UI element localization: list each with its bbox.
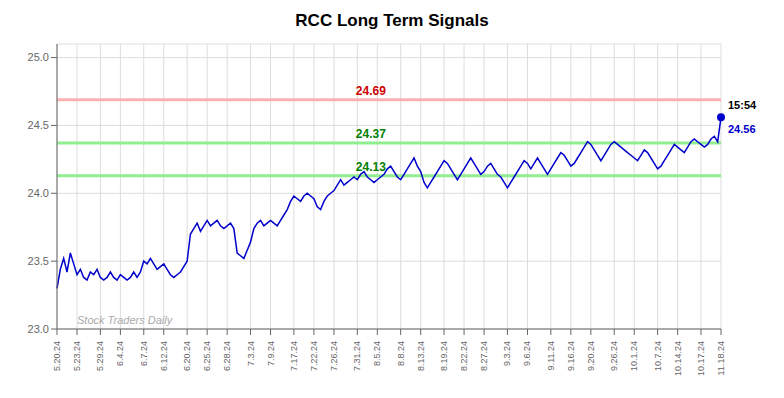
svg-text:15:54: 15:54	[728, 99, 757, 111]
svg-text:11.18.24: 11.18.24	[716, 341, 726, 375]
svg-text:8.27.24: 8.27.24	[479, 341, 489, 371]
svg-text:25.0: 25.0	[28, 51, 49, 63]
svg-text:6.25.24: 6.25.24	[202, 341, 212, 371]
svg-text:7.31.24: 7.31.24	[352, 341, 362, 371]
svg-text:24.37: 24.37	[356, 127, 386, 141]
svg-text:24.13: 24.13	[356, 160, 386, 174]
svg-text:23.0: 23.0	[28, 323, 49, 335]
html-text:RCC Long Term Signals: RCC Long Term Signals	[295, 11, 489, 30]
svg-text:24.5: 24.5	[28, 119, 49, 131]
svg-text:7.9.24: 7.9.24	[266, 341, 276, 366]
svg-text:9.3.24: 9.3.24	[502, 341, 512, 366]
svg-text:7.22.24: 7.22.24	[309, 341, 319, 371]
svg-text:Stock Traders Daily: Stock Traders Daily	[77, 314, 174, 326]
svg-text:6.7.24: 6.7.24	[139, 341, 149, 366]
svg-text:5.20.24: 5.20.24	[52, 341, 62, 371]
svg-text:6.20.24: 6.20.24	[182, 341, 192, 371]
svg-text:10.1.24: 10.1.24	[629, 341, 639, 371]
svg-text:9.6.24: 9.6.24	[522, 341, 532, 366]
svg-text:24.56: 24.56	[728, 123, 756, 135]
svg-text:9.20.24: 9.20.24	[586, 341, 596, 371]
svg-text:7.3.24: 7.3.24	[246, 341, 256, 366]
svg-text:24.0: 24.0	[28, 187, 49, 199]
svg-text:23.5: 23.5	[28, 255, 49, 267]
svg-text:24.69: 24.69	[356, 84, 386, 98]
svg-text:9.16.24: 9.16.24	[566, 341, 576, 371]
svg-text:10.14.24: 10.14.24	[673, 341, 683, 376]
svg-text:8.5.24: 8.5.24	[372, 341, 382, 366]
svg-text:10.17.24: 10.17.24	[696, 341, 706, 376]
svg-text:9.26.24: 9.26.24	[609, 341, 619, 371]
svg-text:7.26.24: 7.26.24	[329, 341, 339, 371]
svg-text:6.4.24: 6.4.24	[115, 341, 125, 366]
svg-text:6.12.24: 6.12.24	[159, 341, 169, 371]
svg-text:10.7.24: 10.7.24	[653, 341, 663, 371]
svg-text:5.23.24: 5.23.24	[72, 341, 82, 371]
svg-text:8.13.24: 8.13.24	[416, 341, 426, 371]
svg-text:8.22.24: 8.22.24	[459, 341, 469, 371]
svg-text:9.11.24: 9.11.24	[546, 341, 556, 370]
svg-text:5.29.24: 5.29.24	[95, 341, 105, 371]
svg-text:8.8.24: 8.8.24	[396, 341, 406, 366]
svg-text:6.28.24: 6.28.24	[222, 341, 232, 371]
svg-text:8.19.24: 8.19.24	[439, 341, 449, 371]
svg-text:7.17.24: 7.17.24	[289, 341, 299, 371]
